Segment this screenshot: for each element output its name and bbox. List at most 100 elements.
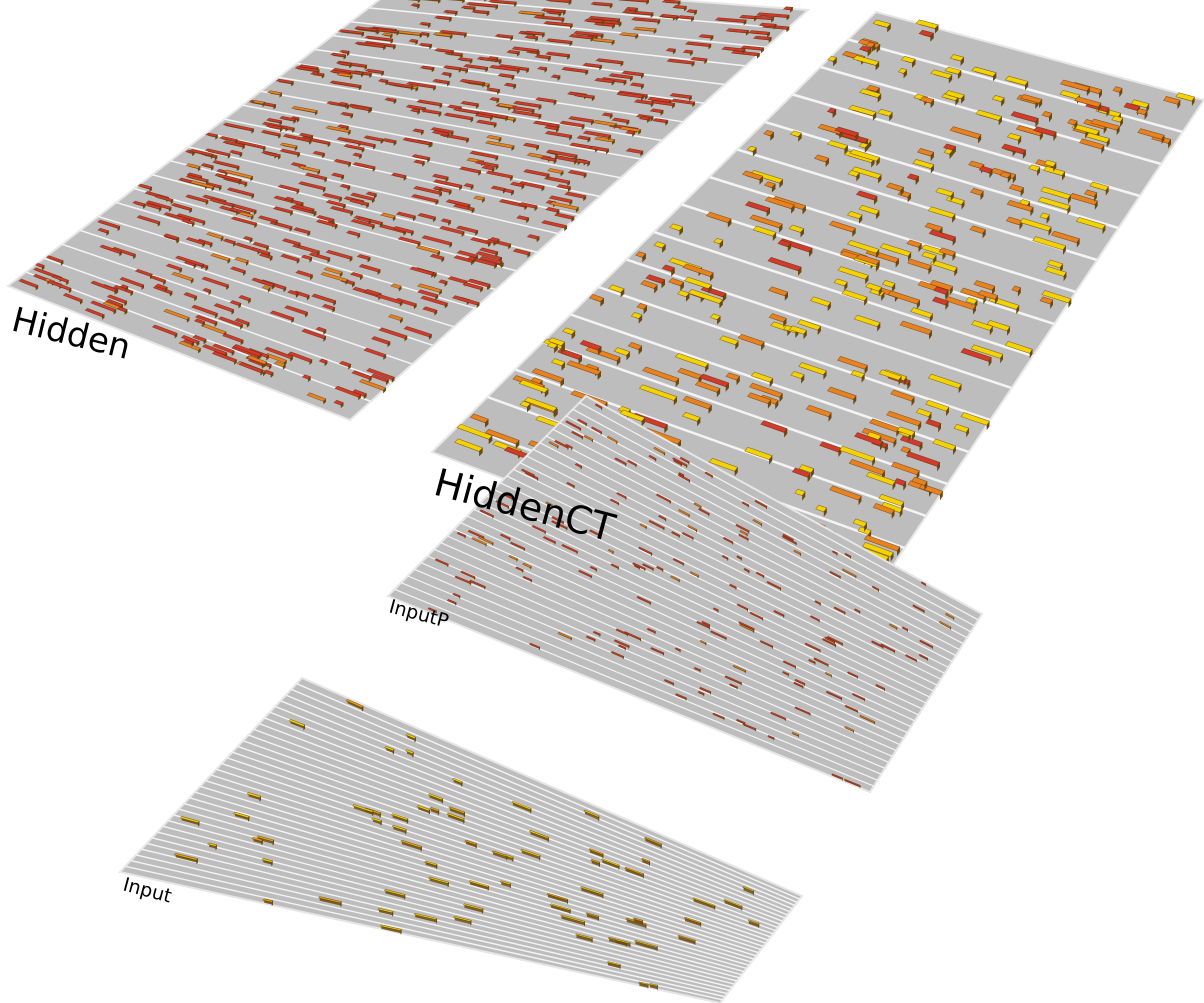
hiddenct-unit	[676, 289, 690, 298]
hidden-unit	[189, 180, 215, 189]
hiddenct-unit	[635, 251, 647, 258]
hiddenct-unit	[851, 166, 882, 179]
hiddenct-unit	[630, 312, 643, 319]
hidden-unit	[522, 142, 540, 149]
hidden-unit	[365, 191, 378, 197]
hidden-unit	[154, 283, 169, 290]
hidden-unit	[534, 97, 557, 103]
hidden-unit	[261, 285, 272, 290]
input-unit	[390, 813, 409, 821]
hiddenct-unit	[968, 160, 985, 169]
inputp-column-divider	[565, 415, 972, 633]
input-column-divider	[151, 837, 735, 985]
hidden-unit	[413, 159, 426, 165]
hidden-unit	[222, 333, 244, 343]
hidden-unit	[649, 99, 676, 107]
hiddenct-unit	[1006, 199, 1034, 212]
hidden-unit	[556, 184, 572, 190]
hidden-unit	[486, 134, 502, 141]
inputp-unit	[851, 692, 866, 701]
hidden-unit	[417, 212, 437, 220]
hiddenct-unit	[777, 239, 792, 248]
inputp-unit	[672, 558, 685, 565]
hidden-unit	[510, 105, 536, 112]
hidden-unit	[684, 41, 712, 47]
hidden-unit	[618, 32, 639, 37]
hidden-unit	[34, 262, 46, 268]
inputp-unit	[844, 704, 859, 712]
hiddenct-unit	[899, 320, 933, 335]
inputp-column-divider	[453, 528, 908, 734]
hiddenct-unit	[566, 360, 602, 376]
hidden-unit	[524, 35, 539, 40]
hidden-unit	[421, 235, 453, 246]
hiddenct-unit	[829, 485, 862, 501]
hiddenct-column-divider	[598, 285, 991, 422]
hiddenct-unit	[919, 96, 935, 104]
hidden-unit	[583, 18, 605, 23]
hidden-unit	[349, 271, 364, 278]
inputp-unit	[938, 620, 952, 629]
hidden-unit	[452, 203, 476, 211]
hidden-unit	[349, 104, 372, 111]
hidden-unit	[134, 268, 154, 277]
hiddenct-unit	[469, 413, 490, 424]
inputp-column-divider	[407, 575, 882, 775]
hidden-unit	[287, 289, 300, 296]
hidden-unit	[325, 199, 347, 207]
hiddenct-unit	[699, 373, 730, 388]
hidden-unit	[264, 353, 288, 364]
inputp-unit	[571, 430, 584, 439]
inputp-unit	[781, 535, 798, 545]
input-unit	[352, 804, 374, 813]
inputp-unit	[561, 544, 579, 553]
hiddenct-unit	[1019, 218, 1052, 232]
hidden-unit	[544, 130, 573, 138]
hiddenct-unit	[523, 396, 558, 412]
hidden-unit	[345, 230, 361, 237]
input-column-divider	[264, 717, 786, 919]
hidden-unit	[185, 237, 206, 245]
hidden-unit	[561, 66, 589, 73]
hiddenct-unit	[879, 243, 912, 257]
hiddenct-unit	[865, 282, 883, 292]
hidden-unit	[234, 140, 267, 149]
hidden-unit	[476, 56, 503, 63]
hidden-unit	[506, 49, 521, 54]
hidden-unit	[474, 113, 494, 119]
hiddenct-unit	[855, 254, 881, 265]
inputp-unit	[638, 546, 653, 555]
hidden-unit	[590, 1, 614, 7]
hidden-unit	[582, 62, 603, 68]
hidden-unit	[163, 233, 180, 240]
hidden-unit	[617, 0, 650, 3]
hidden-unit	[725, 28, 750, 34]
hidden-unit	[442, 65, 463, 71]
hidden-unit	[356, 216, 372, 223]
hidden-unit	[611, 117, 630, 123]
hidden-unit	[546, 168, 564, 174]
hidden-unit	[257, 215, 279, 223]
inputp-unit	[566, 481, 576, 488]
hidden-unit	[84, 307, 105, 318]
hidden-unit	[205, 132, 219, 138]
hidden-unit	[466, 278, 492, 288]
hidden-column-divider	[448, 0, 788, 30]
input-unit	[511, 800, 532, 811]
hidden-column-divider	[98, 215, 455, 328]
hidden-unit	[214, 173, 242, 182]
hiddenct-unit	[999, 171, 1012, 179]
hidden-unit	[329, 205, 354, 214]
hiddenct-unit	[1137, 128, 1165, 140]
input-unit	[383, 889, 406, 897]
inputp-unit	[813, 657, 829, 666]
inputp-unit	[709, 630, 727, 640]
hidden-unit	[433, 15, 453, 20]
hiddenct-unit	[910, 307, 934, 319]
hidden-unit	[185, 163, 201, 169]
hidden-unit	[298, 181, 327, 190]
input-unit	[416, 805, 431, 812]
inputp-unit	[454, 575, 472, 584]
hiddenct-unit	[579, 339, 602, 351]
hiddenct-unit	[797, 319, 822, 331]
